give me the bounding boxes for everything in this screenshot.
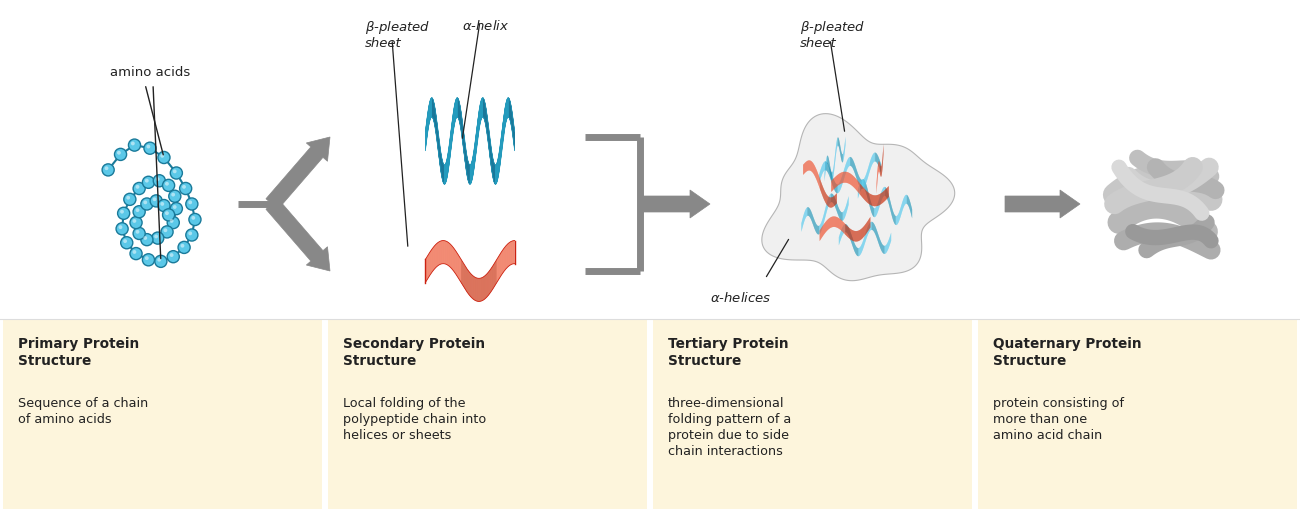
- Ellipse shape: [114, 148, 126, 160]
- Ellipse shape: [130, 247, 142, 260]
- Ellipse shape: [168, 216, 179, 229]
- Ellipse shape: [165, 211, 169, 215]
- Ellipse shape: [188, 213, 202, 225]
- Ellipse shape: [117, 207, 130, 219]
- Ellipse shape: [155, 235, 159, 238]
- Bar: [328, 319, 647, 509]
- Ellipse shape: [170, 253, 173, 257]
- Ellipse shape: [140, 198, 153, 210]
- Ellipse shape: [129, 139, 140, 151]
- Text: sheet: sheet: [365, 37, 402, 50]
- Ellipse shape: [131, 142, 135, 146]
- Ellipse shape: [170, 167, 182, 179]
- Ellipse shape: [135, 230, 139, 234]
- Ellipse shape: [103, 164, 114, 176]
- Ellipse shape: [186, 198, 198, 210]
- Ellipse shape: [124, 239, 127, 243]
- Text: sheet: sheet: [800, 37, 837, 50]
- Bar: [653, 319, 972, 509]
- Ellipse shape: [130, 216, 142, 229]
- Ellipse shape: [179, 182, 191, 194]
- Polygon shape: [266, 137, 330, 209]
- Ellipse shape: [147, 145, 151, 149]
- Text: Local folding of the
polypeptide chain into
helices or sheets: Local folding of the polypeptide chain i…: [343, 397, 486, 442]
- Ellipse shape: [152, 232, 164, 244]
- Ellipse shape: [133, 206, 146, 218]
- Ellipse shape: [157, 258, 161, 262]
- Polygon shape: [266, 199, 330, 271]
- Ellipse shape: [165, 182, 169, 186]
- Ellipse shape: [143, 254, 155, 266]
- Ellipse shape: [144, 256, 148, 260]
- Ellipse shape: [172, 193, 176, 196]
- Ellipse shape: [118, 225, 122, 229]
- Ellipse shape: [126, 196, 130, 200]
- Ellipse shape: [143, 176, 155, 188]
- Ellipse shape: [160, 202, 164, 206]
- Ellipse shape: [170, 203, 182, 215]
- Ellipse shape: [188, 201, 192, 204]
- Ellipse shape: [188, 232, 192, 235]
- Text: three-dimensional
folding pattern of a
protein due to side
chain interactions: three-dimensional folding pattern of a p…: [668, 397, 792, 458]
- Ellipse shape: [135, 208, 139, 212]
- Ellipse shape: [151, 195, 162, 207]
- Ellipse shape: [143, 236, 147, 240]
- Ellipse shape: [144, 142, 156, 154]
- Ellipse shape: [116, 223, 129, 235]
- Ellipse shape: [157, 152, 170, 163]
- Ellipse shape: [153, 175, 165, 187]
- Ellipse shape: [173, 205, 177, 209]
- Text: Quaternary Protein
Structure: Quaternary Protein Structure: [993, 337, 1141, 369]
- Ellipse shape: [143, 201, 147, 204]
- Ellipse shape: [168, 250, 179, 263]
- Ellipse shape: [104, 166, 108, 170]
- Ellipse shape: [133, 219, 136, 223]
- Ellipse shape: [155, 256, 166, 267]
- Ellipse shape: [162, 209, 174, 221]
- Text: $\beta$-pleated: $\beta$-pleated: [365, 19, 430, 36]
- Ellipse shape: [182, 185, 186, 189]
- Ellipse shape: [173, 169, 177, 173]
- Ellipse shape: [156, 177, 160, 181]
- Ellipse shape: [144, 179, 148, 183]
- Text: protein consisting of
more than one
amino acid chain: protein consisting of more than one amin…: [993, 397, 1124, 442]
- Ellipse shape: [169, 190, 181, 202]
- Ellipse shape: [133, 228, 146, 240]
- Ellipse shape: [124, 193, 136, 206]
- Text: Secondary Protein
Structure: Secondary Protein Structure: [343, 337, 485, 369]
- Text: Sequence of a chain
of amino acids: Sequence of a chain of amino acids: [18, 397, 148, 426]
- Text: Tertiary Protein
Structure: Tertiary Protein Structure: [668, 337, 789, 369]
- Ellipse shape: [160, 154, 164, 158]
- Text: $\beta$-pleated: $\beta$-pleated: [800, 19, 866, 36]
- Ellipse shape: [186, 229, 198, 241]
- Ellipse shape: [162, 179, 174, 191]
- Ellipse shape: [191, 216, 195, 220]
- Polygon shape: [762, 114, 954, 280]
- Ellipse shape: [161, 226, 173, 238]
- Ellipse shape: [120, 210, 124, 214]
- Ellipse shape: [133, 182, 146, 194]
- Polygon shape: [640, 190, 710, 218]
- Ellipse shape: [164, 229, 168, 232]
- Text: amino acids: amino acids: [111, 66, 190, 79]
- Ellipse shape: [121, 237, 133, 249]
- Ellipse shape: [133, 250, 136, 254]
- Ellipse shape: [170, 219, 173, 223]
- Text: $\alpha$-helix: $\alpha$-helix: [462, 19, 510, 33]
- Ellipse shape: [152, 197, 156, 201]
- Ellipse shape: [140, 234, 153, 246]
- Text: Primary Protein
Structure: Primary Protein Structure: [18, 337, 139, 369]
- Ellipse shape: [135, 185, 139, 189]
- Ellipse shape: [181, 244, 185, 248]
- Ellipse shape: [178, 241, 190, 253]
- Bar: [3, 319, 322, 509]
- Ellipse shape: [117, 151, 121, 155]
- Polygon shape: [1005, 190, 1080, 218]
- Text: $\alpha$-helices: $\alpha$-helices: [710, 291, 771, 305]
- Bar: [978, 319, 1297, 509]
- Ellipse shape: [157, 200, 170, 212]
